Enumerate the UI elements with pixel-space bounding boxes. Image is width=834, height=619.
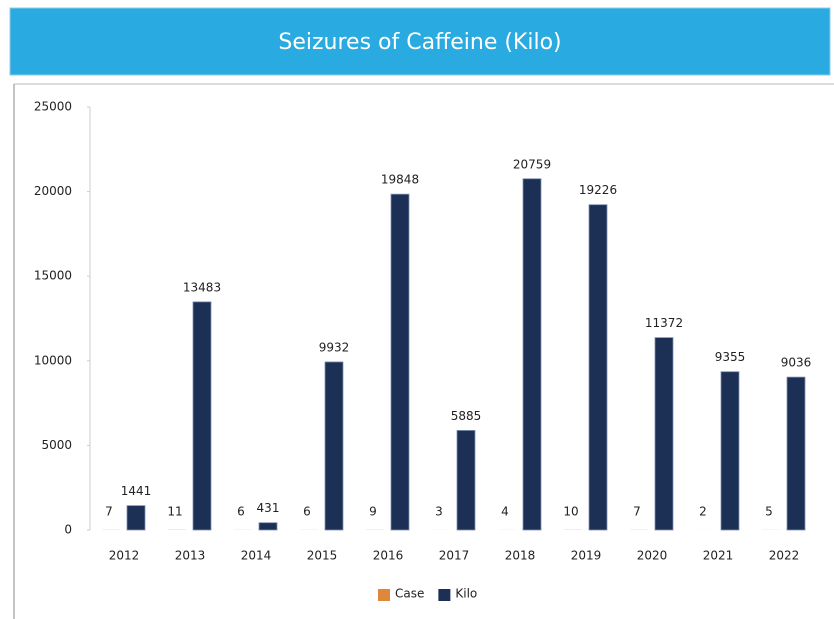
x-tick-label: 2019	[571, 549, 602, 563]
data-label: 2	[699, 505, 707, 519]
x-tick-label: 2015	[307, 549, 338, 563]
data-label: 9932	[319, 340, 350, 354]
data-label: 19226	[579, 183, 617, 197]
bar	[522, 178, 542, 531]
x-tick-label: 2017	[439, 549, 470, 563]
data-label: 9036	[781, 356, 812, 370]
bar	[588, 204, 608, 531]
y-tick-label: 15000	[34, 269, 72, 283]
data-label: 6	[303, 505, 311, 519]
data-label: 7	[105, 505, 113, 519]
data-label: 13483	[183, 280, 221, 294]
y-tick-label: 5000	[41, 438, 72, 452]
data-label: 5885	[451, 409, 482, 423]
bar	[720, 371, 740, 531]
data-label: 5	[765, 505, 773, 519]
chart-title: Seizures of Caffeine (Kilo)	[278, 30, 561, 55]
bar	[126, 505, 146, 531]
data-label: 6	[237, 505, 245, 519]
x-tick-label: 2018	[505, 549, 536, 563]
x-tick-label: 2022	[769, 549, 800, 563]
bar	[654, 337, 674, 531]
bar	[786, 376, 806, 531]
bar	[456, 430, 476, 531]
data-label: 431	[257, 501, 280, 515]
y-tick-label: 20000	[34, 184, 72, 198]
header	[9, 7, 831, 76]
legend-swatch	[378, 589, 390, 601]
x-tick-label: 2012	[109, 549, 140, 563]
data-label: 11	[167, 505, 182, 519]
y-tick-label: 10000	[34, 353, 72, 367]
legend-swatch	[438, 589, 451, 601]
legend-label: Case	[395, 587, 424, 601]
legend-label: Kilo	[455, 587, 477, 601]
data-label: 11372	[645, 316, 683, 330]
data-label: 19848	[381, 173, 419, 187]
data-label: 9355	[715, 350, 746, 364]
x-tick-label: 2021	[703, 549, 734, 563]
bar	[258, 522, 278, 531]
data-label: 10	[563, 505, 578, 519]
data-label: 9	[369, 505, 377, 519]
x-tick-label: 2020	[637, 549, 668, 563]
data-label: 1441	[121, 484, 152, 498]
data-label: 20759	[513, 157, 551, 171]
x-tick-label: 2013	[175, 549, 206, 563]
x-tick-label: 2016	[373, 549, 404, 563]
y-tick-label: 0	[64, 523, 72, 537]
x-tick-label: 2014	[241, 549, 272, 563]
bar	[192, 301, 212, 531]
y-tick-label: 25000	[34, 100, 72, 114]
data-label: 3	[435, 505, 443, 519]
bar	[390, 193, 410, 531]
data-label: 4	[501, 505, 509, 519]
bar	[324, 361, 344, 531]
data-label: 7	[633, 505, 641, 519]
